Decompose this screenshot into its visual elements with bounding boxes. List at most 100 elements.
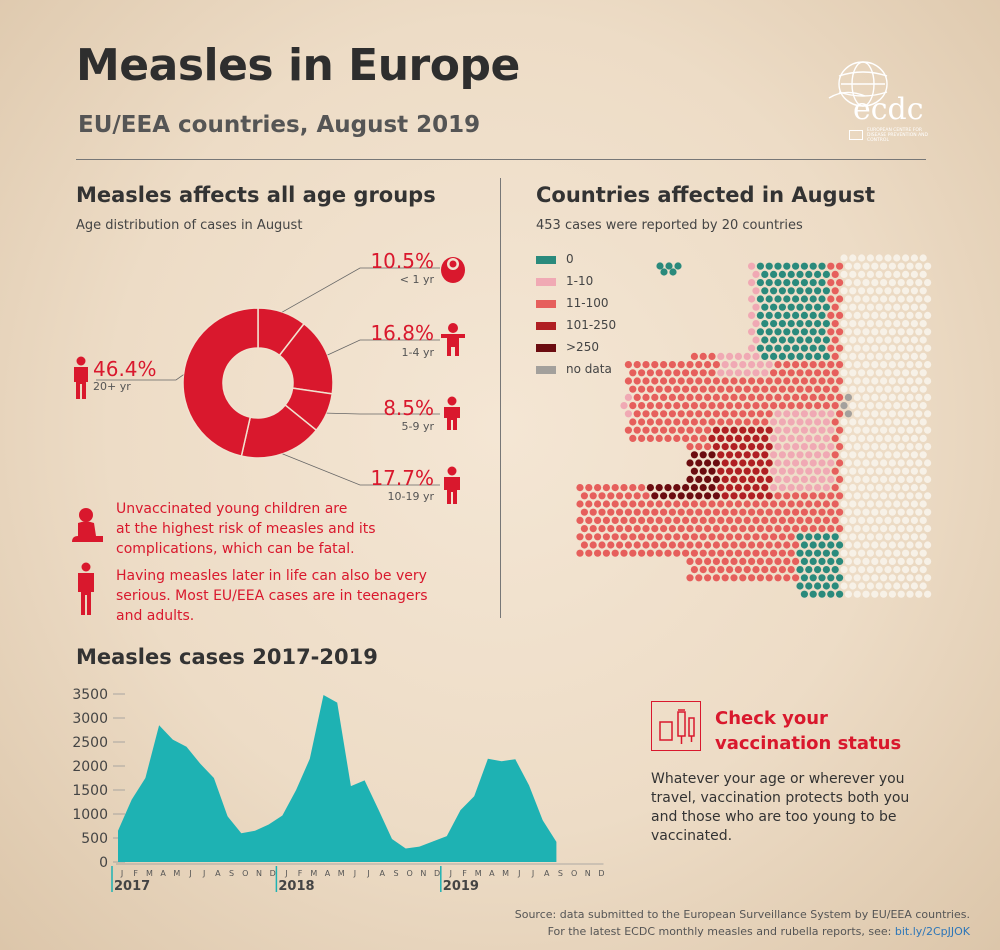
map-hex-cell xyxy=(734,533,742,541)
map-hex-cell xyxy=(712,426,720,434)
map-hex-cell xyxy=(717,402,725,410)
map-hex-cell xyxy=(708,516,716,524)
map-hex-cell xyxy=(827,508,835,516)
map-hex-cell xyxy=(858,467,866,475)
map-hex-cell xyxy=(783,475,791,483)
map-hex-cell xyxy=(646,484,654,492)
map-hex-cell xyxy=(756,541,764,549)
map-hex-cell xyxy=(915,393,923,401)
map-hex-cell xyxy=(616,525,624,533)
map-hex-cell xyxy=(756,525,764,533)
map-hex-cell xyxy=(712,475,720,483)
note-adults: Having measles later in life can also be… xyxy=(116,566,428,626)
map-hex-cell xyxy=(792,475,800,483)
map-hex-cell xyxy=(827,574,835,582)
map-hex-cell xyxy=(748,279,756,287)
map-hex-cell xyxy=(866,533,874,541)
map-hex-cell xyxy=(814,352,822,360)
map-hex-cell xyxy=(761,549,769,557)
check-body-line: Whatever your age or wherever you xyxy=(651,771,905,787)
map-hex-cell xyxy=(708,566,716,574)
map-hex-cell xyxy=(888,262,896,270)
map-hex-cell xyxy=(853,328,861,336)
map-hex-cell xyxy=(853,475,861,483)
map-hex-cell xyxy=(686,574,694,582)
map-hex-cell xyxy=(814,467,822,475)
map-hex-cell xyxy=(633,393,641,401)
map-hex-cell xyxy=(783,361,791,369)
map-hex-cell xyxy=(902,484,910,492)
age-section-subheading: Age distribution of cases in August xyxy=(76,218,303,233)
legend-label: 0 xyxy=(566,252,574,266)
map-hex-cell xyxy=(862,344,870,352)
source-link[interactable]: bit.ly/2CpJJOK xyxy=(894,925,970,938)
map-hex-cell xyxy=(910,418,918,426)
map-hex-cell xyxy=(915,459,923,467)
map-hex-cell xyxy=(695,492,703,500)
map-hex-cell xyxy=(585,500,593,508)
map-hex-cell xyxy=(853,279,861,287)
x-tick-label: N xyxy=(420,869,426,878)
map-hex-cell xyxy=(853,295,861,303)
x-tick-label: F xyxy=(462,869,467,878)
map-hex-cell xyxy=(902,467,910,475)
map-hex-cell xyxy=(858,369,866,377)
map-hex-cell xyxy=(919,385,927,393)
map-hex-cell xyxy=(695,525,703,533)
map-hex-cell xyxy=(774,262,782,270)
map-hex-cell xyxy=(906,541,914,549)
map-hex-cell xyxy=(752,402,760,410)
x-tick-label: D xyxy=(434,869,440,878)
map-hex-cell xyxy=(646,418,654,426)
x-tick-label: O xyxy=(242,869,248,878)
map-hex-cell xyxy=(765,459,773,467)
map-hex-cell xyxy=(893,451,901,459)
map-hex-cell xyxy=(660,508,668,516)
map-hex-cell xyxy=(624,541,632,549)
map-hex-cell xyxy=(844,344,852,352)
map-hex-cell xyxy=(690,402,698,410)
map-hex-cell xyxy=(924,459,932,467)
map-hex-cell xyxy=(712,574,720,582)
map-hex-cell xyxy=(686,475,694,483)
baby-icon xyxy=(441,257,465,283)
map-hex-cell xyxy=(708,467,716,475)
map-hex-cell xyxy=(638,516,646,524)
map-hex-cell xyxy=(805,533,813,541)
check-heading-line: vaccination status xyxy=(715,733,902,754)
map-hex-cell xyxy=(660,410,668,418)
map-hex-cell xyxy=(682,516,690,524)
map-hex-cell xyxy=(840,484,848,492)
map-hex-cell xyxy=(814,566,822,574)
adult-icon xyxy=(74,356,88,399)
map-hex-cell xyxy=(624,377,632,385)
map-hex-cell xyxy=(677,508,685,516)
map-hex-cell xyxy=(783,508,791,516)
map-hex-cell xyxy=(708,451,716,459)
map-hex-cell xyxy=(717,434,725,442)
map-hex-cell xyxy=(827,328,835,336)
map-hex-cell xyxy=(796,270,804,278)
map-hex-cell xyxy=(787,369,795,377)
map-hex-cell xyxy=(699,549,707,557)
map-hex-cell xyxy=(594,516,602,524)
map-hex-cell xyxy=(849,451,857,459)
x-tick-label: J xyxy=(284,869,287,878)
map-hex-cell xyxy=(734,352,742,360)
map-hex-cell xyxy=(734,434,742,442)
map-hex-cell xyxy=(682,369,690,377)
map-hex-cell xyxy=(783,443,791,451)
map-hex-cell xyxy=(827,344,835,352)
map-hex-cell xyxy=(844,475,852,483)
map-hex-cell xyxy=(897,393,905,401)
map-hex-cell xyxy=(906,525,914,533)
map-hex-cell xyxy=(809,574,817,582)
y-tick-label: 1000 xyxy=(72,807,108,823)
map-hex-cell xyxy=(739,574,747,582)
map-hex-cell xyxy=(682,484,690,492)
map-hex-cell xyxy=(717,418,725,426)
map-hex-cell xyxy=(844,525,852,533)
map-hex-cell xyxy=(743,566,751,574)
map-hex-cell xyxy=(849,336,857,344)
map-hex-cell xyxy=(906,590,914,598)
